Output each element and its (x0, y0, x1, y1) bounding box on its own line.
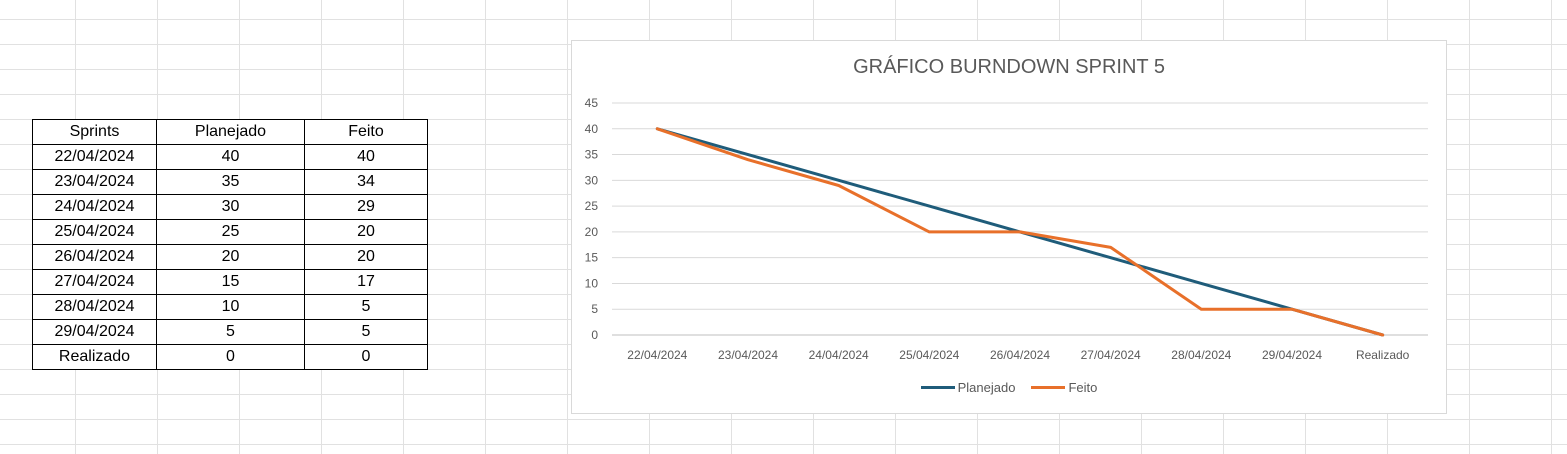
sprint-date-cell[interactable]: 24/04/2024 (32, 194, 157, 220)
x-tick-label: 28/04/2024 (1171, 348, 1231, 362)
sprint-date-cell[interactable]: 28/04/2024 (32, 294, 157, 320)
sprint-date-cell[interactable]: 22/04/2024 (32, 144, 157, 170)
burndown-chart[interactable]: GRÁFICO BURNDOWN SPRINT 5 0 5 10 15 20 25 30 35… (571, 40, 1447, 414)
burndown-data-table: Sprints Planejado Feito 22/04/2024 40 40… (32, 119, 428, 370)
table-row: 25/04/2024 25 20 (32, 219, 428, 245)
legend-item-feito[interactable]: Feito (1031, 380, 1097, 395)
feito-cell[interactable]: 20 (304, 244, 428, 270)
feito-cell[interactable]: 5 (304, 319, 428, 345)
planejado-cell[interactable]: 0 (156, 344, 305, 370)
legend-swatch (1031, 386, 1066, 389)
table-row: Realizado 0 0 (32, 344, 428, 370)
y-tick-label: 40 (585, 122, 599, 136)
y-tick-label: 5 (591, 302, 598, 316)
planejado-cell[interactable]: 35 (156, 169, 305, 195)
feito-cell[interactable]: 17 (304, 269, 428, 295)
y-tick-label: 15 (585, 251, 599, 265)
planejado-cell[interactable]: 25 (156, 219, 305, 245)
legend-label: Planejado (957, 380, 1016, 395)
y-tick-label: 10 (585, 276, 599, 290)
y-tick-label: 45 (585, 96, 599, 110)
table-row: 26/04/2024 20 20 (32, 244, 428, 270)
x-tick-label: 27/04/2024 (1081, 348, 1141, 362)
y-tick-label: 20 (585, 225, 599, 239)
sprint-date-cell[interactable]: 29/04/2024 (32, 319, 157, 345)
y-tick-label: 0 (591, 328, 598, 342)
chart-legend: Planejado Feito (572, 380, 1446, 395)
table-row: 24/04/2024 30 29 (32, 194, 428, 220)
feito-cell[interactable]: 20 (304, 219, 428, 245)
x-tick-label: 23/04/2024 (718, 348, 778, 362)
feito-cell[interactable]: 34 (304, 169, 428, 195)
header-cell-sprints[interactable]: Sprints (32, 119, 157, 145)
y-tick-label: 30 (585, 173, 599, 187)
chart-title: GRÁFICO BURNDOWN SPRINT 5 (853, 56, 1165, 78)
sprint-date-cell[interactable]: 23/04/2024 (32, 169, 157, 195)
legend-item-planejado[interactable]: Planejado (920, 380, 1016, 395)
x-tick-label: 29/04/2024 (1262, 348, 1322, 362)
planejado-cell[interactable]: 15 (156, 269, 305, 295)
table-row: 27/04/2024 15 17 (32, 269, 428, 295)
x-tick-label: 22/04/2024 (627, 348, 687, 362)
table-row: 28/04/2024 10 5 (32, 294, 428, 320)
table-header-row: Sprints Planejado Feito (32, 119, 428, 145)
table-row: 22/04/2024 40 40 (32, 144, 428, 170)
table-row: 29/04/2024 5 5 (32, 319, 428, 345)
feito-cell[interactable]: 40 (304, 144, 428, 170)
sprint-date-cell[interactable]: 27/04/2024 (32, 269, 157, 295)
table-row: 23/04/2024 35 34 (32, 169, 428, 195)
header-cell-planejado[interactable]: Planejado (156, 119, 305, 145)
legend-label: Feito (1068, 380, 1098, 395)
x-tick-label: 26/04/2024 (990, 348, 1050, 362)
planejado-cell[interactable]: 5 (156, 319, 305, 345)
x-tick-label: Realizado (1356, 348, 1410, 362)
x-tick-label: 25/04/2024 (899, 348, 959, 362)
chart-plot-area: 0 5 10 15 20 25 30 35 40 45 22/04/2024 23/04/2024 24… (585, 96, 1428, 362)
y-tick-label: 25 (585, 199, 599, 213)
planejado-cell[interactable]: 30 (156, 194, 305, 220)
header-cell-feito[interactable]: Feito (304, 119, 428, 145)
planejado-cell[interactable]: 40 (156, 144, 305, 170)
legend-swatch (920, 386, 955, 389)
feito-cell[interactable]: 5 (304, 294, 428, 320)
sprint-date-cell[interactable]: 25/04/2024 (32, 219, 157, 245)
feito-cell[interactable]: 29 (304, 194, 428, 220)
planejado-cell[interactable]: 10 (156, 294, 305, 320)
sprint-date-cell[interactable]: Realizado (32, 344, 157, 370)
x-tick-label: 24/04/2024 (809, 348, 869, 362)
sprint-date-cell[interactable]: 26/04/2024 (32, 244, 157, 270)
planejado-cell[interactable]: 20 (156, 244, 305, 270)
feito-cell[interactable]: 0 (304, 344, 428, 370)
y-tick-label: 35 (585, 148, 599, 162)
series-line-feito (655, 127, 1385, 337)
